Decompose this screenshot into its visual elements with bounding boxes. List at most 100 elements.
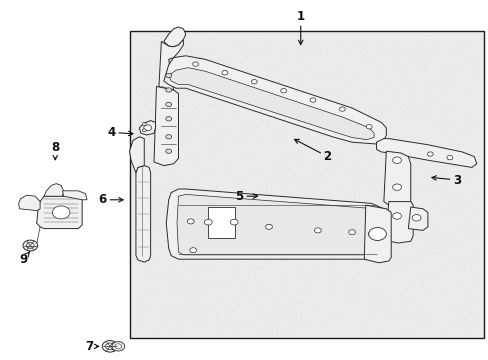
Point xyxy=(135,117,142,122)
Point xyxy=(170,62,178,68)
Point xyxy=(371,285,379,291)
Point xyxy=(401,242,409,248)
Point xyxy=(438,189,446,195)
Point xyxy=(196,310,204,315)
Point xyxy=(378,114,386,120)
Point xyxy=(403,329,411,335)
Point xyxy=(321,79,329,85)
Point xyxy=(381,76,388,82)
Point xyxy=(452,221,460,227)
Point xyxy=(427,230,435,235)
Point xyxy=(257,118,264,124)
Point xyxy=(165,264,173,270)
Point xyxy=(245,332,253,337)
Point xyxy=(204,303,212,309)
Point xyxy=(315,89,323,95)
Point xyxy=(279,134,286,139)
Point xyxy=(456,50,464,56)
Point xyxy=(359,31,367,37)
Point xyxy=(171,65,179,71)
Point xyxy=(468,35,475,41)
Point xyxy=(286,230,294,236)
Polygon shape xyxy=(139,121,155,135)
Point xyxy=(419,152,427,158)
Point xyxy=(271,72,279,78)
Point xyxy=(140,130,147,135)
Point xyxy=(179,81,186,87)
Polygon shape xyxy=(136,166,150,262)
Point xyxy=(438,244,446,250)
Point xyxy=(240,282,247,288)
Point xyxy=(193,310,201,316)
Point xyxy=(296,88,304,94)
Point xyxy=(268,97,276,103)
Point xyxy=(447,204,455,210)
Point xyxy=(200,190,207,195)
Point xyxy=(216,114,224,120)
Point xyxy=(157,273,165,279)
Point xyxy=(353,158,361,164)
Point xyxy=(406,40,413,46)
Point xyxy=(176,80,183,86)
Point xyxy=(373,113,381,119)
Point xyxy=(330,246,338,252)
Point xyxy=(138,301,146,307)
Point xyxy=(430,222,438,228)
Point xyxy=(470,281,478,287)
Point xyxy=(433,155,441,161)
Point xyxy=(332,312,340,318)
Point xyxy=(448,83,456,89)
Point xyxy=(421,188,428,194)
Point xyxy=(141,91,148,97)
Point xyxy=(139,88,147,94)
Point xyxy=(230,128,238,134)
Polygon shape xyxy=(62,191,87,200)
Circle shape xyxy=(165,88,171,92)
Point xyxy=(245,40,253,46)
Point xyxy=(469,102,477,108)
Point xyxy=(468,73,476,79)
Point xyxy=(248,136,256,142)
Polygon shape xyxy=(166,189,386,259)
Point xyxy=(244,195,251,201)
Point xyxy=(393,40,401,45)
Point xyxy=(150,122,158,128)
Point xyxy=(321,183,328,188)
Point xyxy=(383,221,391,227)
Point xyxy=(433,274,441,280)
Point xyxy=(180,35,188,41)
Point xyxy=(464,327,472,333)
Point xyxy=(339,280,346,286)
Point xyxy=(335,90,343,95)
Polygon shape xyxy=(19,195,40,211)
Point xyxy=(472,280,480,285)
Point xyxy=(271,91,279,97)
Point xyxy=(218,109,225,115)
Point xyxy=(321,96,328,102)
Point xyxy=(182,75,190,81)
Point xyxy=(392,166,400,172)
Point xyxy=(345,81,352,86)
Point xyxy=(282,59,290,64)
Point xyxy=(141,243,148,249)
Point xyxy=(164,159,172,165)
Point xyxy=(145,187,153,193)
Point xyxy=(215,330,223,336)
Point xyxy=(237,176,245,181)
Point xyxy=(377,198,385,204)
Point xyxy=(175,202,183,208)
Point xyxy=(177,79,184,85)
Point xyxy=(375,270,383,276)
Polygon shape xyxy=(364,205,390,263)
Point xyxy=(292,53,300,59)
Point xyxy=(258,312,266,318)
Point xyxy=(405,94,412,100)
Point xyxy=(243,53,251,59)
Point xyxy=(453,202,461,208)
Point xyxy=(249,167,257,173)
Point xyxy=(139,175,146,181)
Point xyxy=(451,302,459,307)
Point xyxy=(308,270,316,275)
Point xyxy=(294,139,302,145)
Point xyxy=(182,128,190,134)
